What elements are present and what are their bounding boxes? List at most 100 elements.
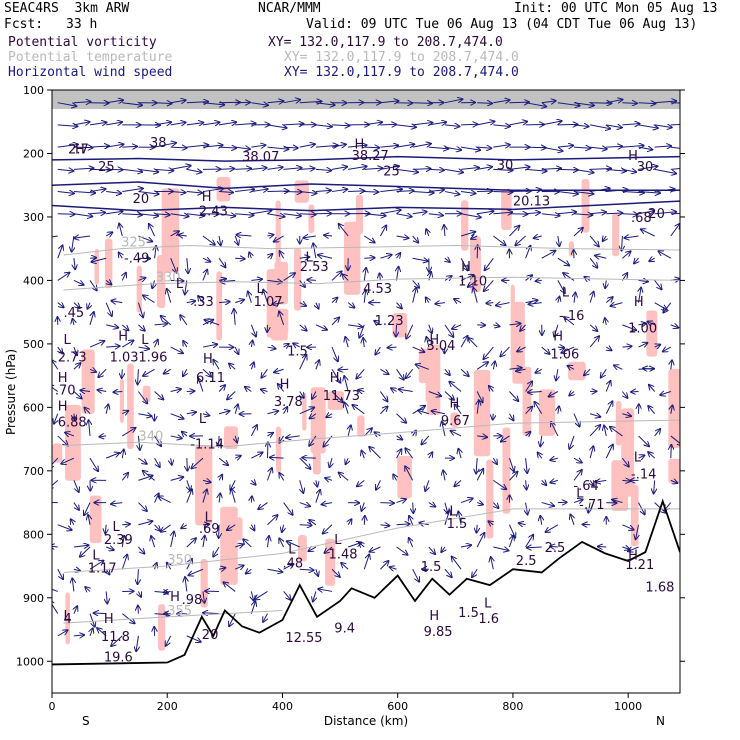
shaded-region (81, 349, 95, 414)
shaded-region (158, 604, 166, 651)
wind-vector (493, 169, 512, 170)
wind-vector (235, 189, 254, 191)
extrema-label: H (202, 190, 212, 205)
wind-vector (477, 401, 479, 414)
wind-vector (231, 489, 236, 503)
wind-vector (283, 147, 298, 148)
wind-vector (267, 536, 269, 548)
wind-vector (251, 480, 255, 484)
wind-vector (606, 347, 611, 350)
shaded-region (294, 247, 302, 311)
wind-vector (500, 346, 510, 356)
wind-vector (57, 524, 72, 530)
wind-vector (485, 257, 494, 270)
shaded-region (89, 495, 102, 544)
y-tick-label: 400 (23, 274, 44, 287)
temperature-contour (63, 419, 680, 448)
wind-vector (250, 601, 255, 614)
wind-vector (219, 214, 235, 216)
wind-vector (171, 532, 174, 548)
wind-vector (121, 324, 128, 330)
wind-vector (348, 325, 362, 327)
wind-vector (170, 147, 187, 148)
wind-vector (554, 324, 558, 337)
wind-vector (550, 546, 558, 547)
extrema-label: .98 (182, 593, 203, 608)
shaded-region (195, 445, 213, 526)
wind-vector (250, 324, 256, 337)
extrema-label: 1.5 (447, 517, 468, 532)
wind-vector (171, 458, 172, 465)
wind-vector (313, 591, 316, 601)
temperature-contour (63, 245, 680, 256)
wind-vector (663, 347, 672, 351)
wind-vector (405, 466, 414, 481)
wind-vector (89, 213, 105, 214)
wind-vector (255, 591, 268, 599)
extrema-label: L (334, 533, 342, 548)
wind-vector (573, 413, 580, 427)
wind-vector (73, 391, 82, 399)
wind-vector (138, 569, 139, 584)
wind-vector (573, 214, 592, 215)
wind-vector (235, 346, 238, 354)
wind-vector (179, 235, 187, 236)
wind-vector (396, 169, 418, 172)
wind-vector (654, 429, 661, 437)
y-tick-label: 300 (23, 211, 44, 224)
extrema-label: 30 (497, 158, 514, 173)
wind-vector (541, 346, 550, 354)
wind-vector (235, 258, 244, 259)
extrema-label: H (203, 352, 213, 367)
wind-vector (364, 214, 385, 216)
wind-vector (122, 103, 142, 106)
extrema-label: 25 (383, 165, 400, 180)
south-label: S (82, 714, 90, 728)
extrema-label: 20 (202, 628, 219, 643)
wind-vector (468, 280, 478, 286)
wind-vector (428, 546, 435, 554)
wind-vector (428, 122, 446, 125)
wind-vector (300, 391, 304, 398)
wind-vector (73, 363, 81, 370)
wind-vector (309, 520, 317, 525)
wind-vector (622, 169, 636, 172)
extrema-label: H (450, 396, 460, 411)
wind-vector (122, 146, 137, 147)
wind-vector (138, 324, 144, 331)
extrema-label: L (92, 549, 100, 564)
wind-vector (390, 567, 397, 569)
extrema-label: 4 (64, 612, 72, 627)
wind-vector (556, 369, 558, 380)
wind-vector (501, 435, 510, 442)
wind-vector (508, 457, 513, 471)
wind-vector (331, 317, 339, 326)
terrain-line (52, 498, 680, 666)
wind-vector (170, 477, 184, 480)
wind-vector (84, 408, 91, 415)
extrema-label: H (553, 330, 563, 345)
wind-vector (219, 493, 220, 503)
wind-vector (344, 403, 348, 414)
wind-vector (477, 121, 494, 126)
wind-vector (558, 297, 560, 303)
wind-vector (227, 391, 236, 400)
wind-vector (357, 479, 365, 486)
extrema-label: H (58, 371, 68, 386)
wind-vector (73, 214, 92, 217)
wind-vector (251, 496, 252, 503)
shaded-region (612, 212, 620, 257)
wind-vector (558, 406, 559, 414)
wind-vector (138, 278, 145, 281)
wind-vector (89, 341, 104, 348)
wind-vector (601, 369, 607, 377)
wind-vector (614, 365, 623, 369)
wind-vector (364, 192, 378, 193)
wind-vector (374, 321, 381, 325)
wind-vector (322, 503, 333, 505)
wind-vector (267, 411, 278, 414)
wind-vector (223, 582, 236, 592)
wind-vector (219, 122, 236, 125)
wind-vector (149, 224, 156, 237)
wind-vector (91, 257, 107, 262)
